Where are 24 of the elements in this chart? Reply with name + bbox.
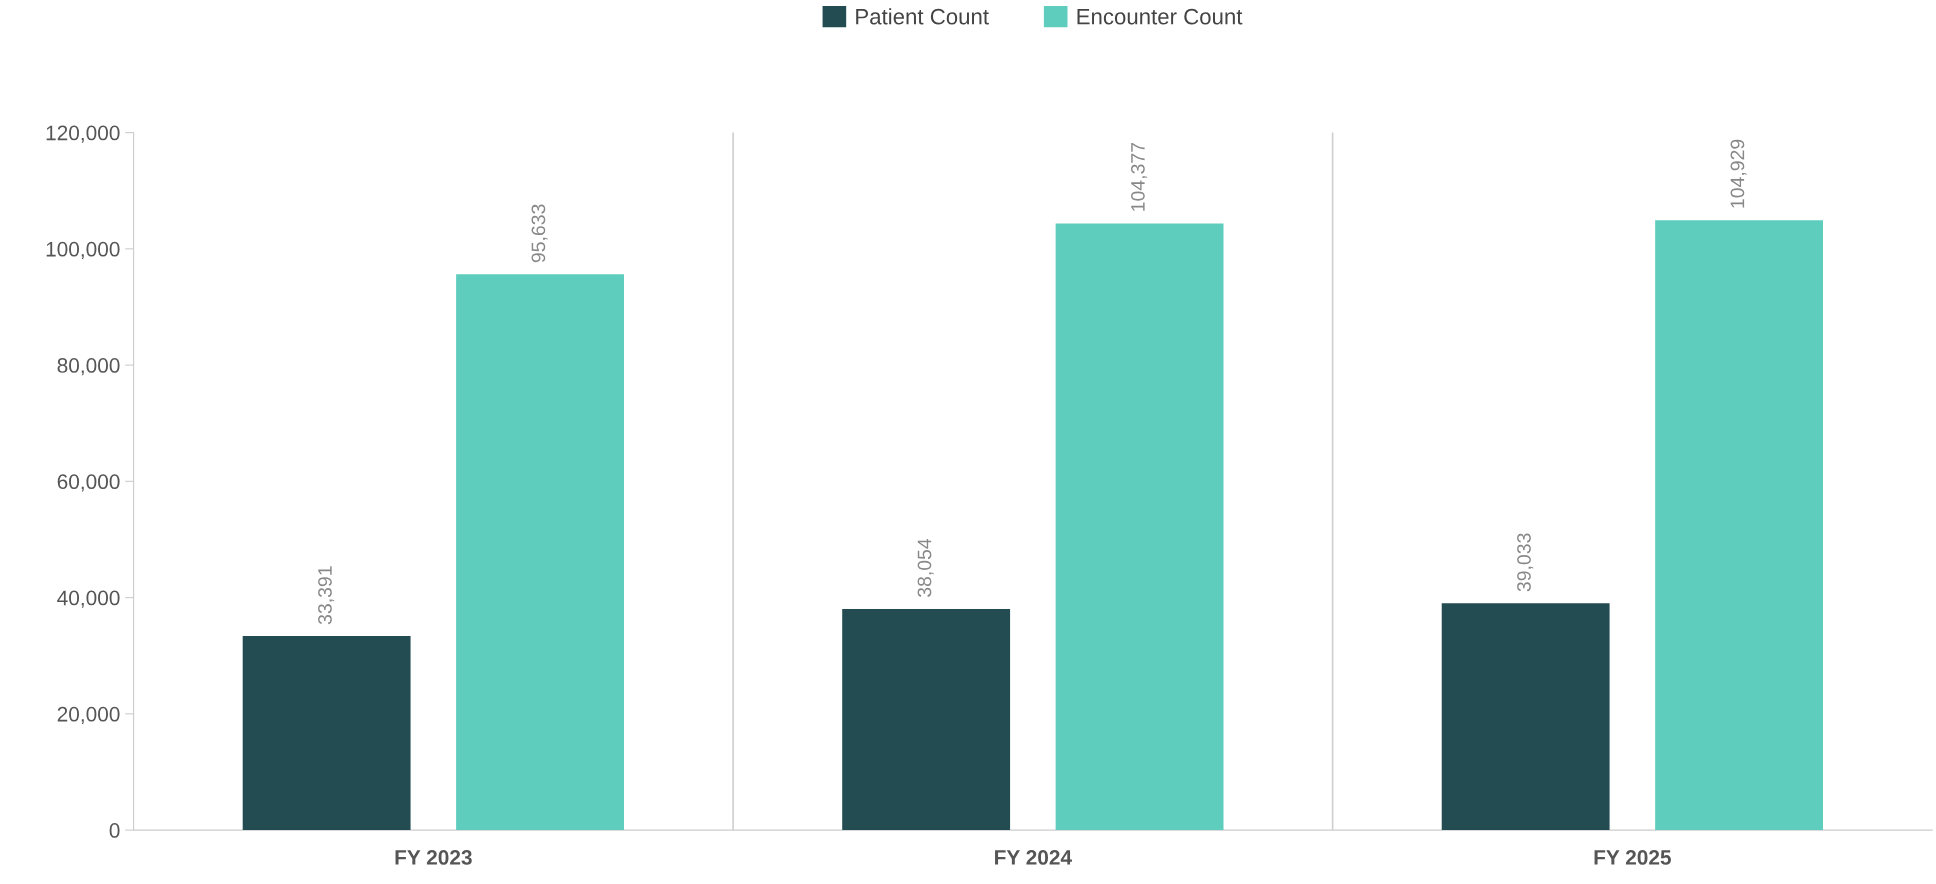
- data-label: 33,391: [318, 566, 335, 625]
- data-label: 104,929: [1730, 139, 1747, 208]
- bar: [1441, 603, 1610, 831]
- y-tick-label: 20,000: [57, 706, 120, 725]
- data-label: 104,377: [1131, 142, 1148, 211]
- bar: [1655, 220, 1824, 831]
- y-tick-label: 40,000: [57, 590, 120, 608]
- bar: [842, 608, 1011, 831]
- x-tick-label: FY 2023: [395, 850, 472, 865]
- y-tick-label: 100,000: [46, 241, 120, 260]
- x-tick-label: FY 2024: [995, 850, 1072, 865]
- legend-label: Patient Count: [856, 8, 989, 25]
- data-label: 39,033: [1517, 533, 1534, 592]
- y-tick-label: 0: [109, 823, 120, 838]
- bar: [1055, 223, 1224, 831]
- x-tick-label: FY 2025: [1594, 850, 1671, 865]
- data-label: 38,054: [917, 538, 934, 598]
- legend-label: Encounter Count: [1077, 8, 1243, 25]
- y-tick-label: 120,000: [46, 125, 120, 143]
- bar: [242, 636, 411, 831]
- y-tick-label: 60,000: [57, 474, 120, 492]
- data-label: 95,633: [531, 204, 548, 263]
- y-tick-label: 80,000: [57, 358, 120, 376]
- bar: [456, 274, 624, 831]
